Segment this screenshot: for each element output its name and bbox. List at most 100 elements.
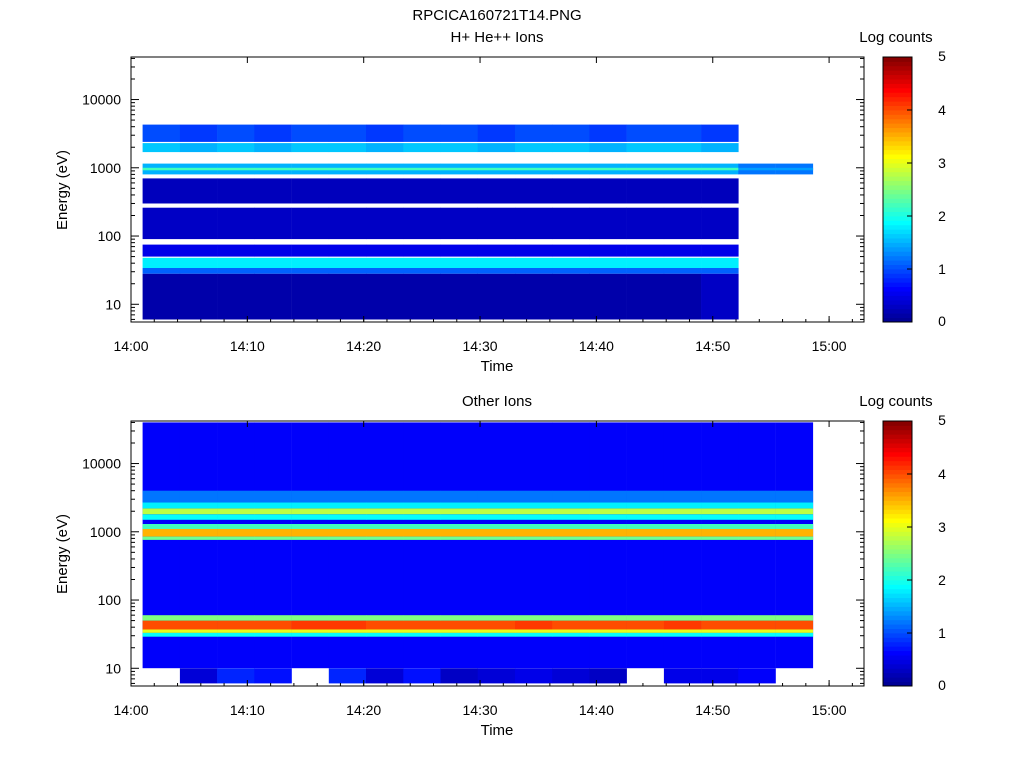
x-tick-label: 14:10	[230, 338, 265, 354]
heatmap-cell	[775, 514, 814, 520]
heatmap-cell	[477, 536, 516, 540]
heatmap-cell	[589, 143, 627, 153]
heatmap-cell	[179, 508, 218, 515]
heatmap-cell	[142, 524, 181, 529]
heatmap-cell	[179, 167, 218, 171]
heatmap-cell	[515, 257, 553, 268]
heatmap-cell	[328, 143, 367, 153]
heatmap-cell	[477, 502, 516, 509]
colorbar-swatch	[883, 185, 912, 190]
heatmap-cell	[179, 632, 218, 637]
colorbar-swatch	[883, 602, 912, 607]
heatmap-cell	[291, 524, 330, 529]
heatmap-cell	[626, 257, 665, 268]
heatmap-cell	[589, 536, 627, 540]
heatmap-cell	[701, 268, 739, 274]
heatmap-cell	[701, 632, 739, 637]
heatmap-cell	[291, 508, 330, 515]
y-tick-label: 10000	[82, 456, 121, 472]
heatmap-cell	[254, 257, 292, 268]
colorbar-swatch	[883, 242, 912, 248]
heatmap-cell	[142, 632, 181, 637]
heatmap-cell	[552, 620, 590, 630]
colorbar-tick-label: 4	[938, 466, 946, 482]
heatmap-cell	[403, 124, 441, 142]
heatmap-cell	[626, 268, 665, 274]
heatmap-cell	[663, 508, 702, 515]
heatmap-cell	[366, 124, 404, 142]
heatmap-cell	[142, 629, 181, 633]
colorbar-swatch	[883, 434, 912, 440]
heatmap-cell	[552, 207, 590, 240]
heatmap-cell	[328, 244, 367, 257]
heatmap-cell	[291, 490, 330, 503]
heatmap-cell	[291, 273, 330, 320]
colorbar-swatch	[883, 255, 912, 261]
heatmap-cell	[589, 502, 627, 509]
heatmap-cell	[142, 244, 181, 257]
heatmap-cell	[179, 490, 218, 503]
colorbar: 0 1 2 3 4 5	[882, 48, 946, 329]
heatmap-cell	[477, 524, 516, 529]
colorbar-swatch	[883, 70, 912, 76]
heatmap-cell	[552, 273, 590, 320]
colorbar-swatch	[883, 189, 912, 195]
heatmap-cell	[552, 502, 590, 509]
x-tick-label: 14:40	[579, 338, 614, 354]
heatmap-cell	[775, 490, 814, 503]
y-axis-label: Energy (eV)	[54, 150, 71, 230]
heatmap-cell	[328, 629, 367, 633]
heatmap-cell	[328, 178, 367, 204]
colorbar-swatch	[883, 87, 912, 93]
heatmap-cell	[477, 143, 516, 153]
colorbar-label: Log counts	[859, 393, 932, 410]
colorbar-swatch	[883, 425, 912, 431]
colorbar-swatch	[883, 140, 912, 146]
heatmap-cell	[701, 668, 739, 684]
x-axis-label: Time	[481, 358, 514, 375]
heatmap-cell	[552, 514, 590, 520]
colorbar-swatch	[883, 575, 912, 581]
heatmap-cell	[477, 178, 516, 204]
colorbar-swatch	[883, 637, 912, 643]
heatmap-cell	[254, 529, 292, 537]
heatmap-cell	[552, 167, 590, 171]
heatmap-cell	[477, 615, 516, 621]
heatmap-cell	[366, 615, 404, 621]
colorbar-swatch	[883, 154, 912, 159]
heatmap-cell	[515, 244, 553, 257]
heatmap-cell	[626, 207, 665, 240]
heatmap-cell	[589, 257, 627, 268]
colorbar-swatch	[883, 513, 912, 519]
colorbar-swatch	[883, 580, 912, 585]
heatmap-cell	[440, 178, 478, 204]
heatmap-cell	[515, 207, 553, 240]
y-tick-label: 100	[98, 592, 122, 608]
heatmap-cell	[291, 143, 330, 153]
plot-frame	[130, 420, 865, 687]
colorbar-swatch	[883, 251, 912, 257]
heatmap-cell	[366, 244, 404, 257]
heatmap-cell	[217, 244, 255, 257]
heatmap-cell	[589, 620, 627, 630]
heatmap-cell	[775, 502, 814, 509]
heatmap-cell	[775, 632, 814, 637]
colorbar-swatch	[883, 96, 912, 102]
colorbar-swatch	[883, 282, 912, 288]
heatmap-cell	[403, 508, 441, 515]
heatmap-cell	[477, 620, 516, 630]
heatmap-cell	[738, 529, 776, 537]
heatmap-cell	[626, 502, 665, 509]
colorbar-swatch	[883, 114, 912, 120]
colorbar-swatch	[883, 65, 912, 71]
colorbar-tick-label: 5	[938, 412, 946, 428]
heatmap-cell	[663, 178, 702, 204]
heatmap-cell	[217, 124, 255, 142]
heatmap-cell	[626, 524, 665, 529]
heatmap-cell	[663, 529, 702, 537]
heatmap-cell	[403, 615, 441, 621]
heatmap-cell	[477, 632, 516, 637]
heatmap-cell	[701, 502, 739, 509]
colorbar-swatch	[883, 171, 912, 177]
heatmap-cell	[291, 529, 330, 537]
